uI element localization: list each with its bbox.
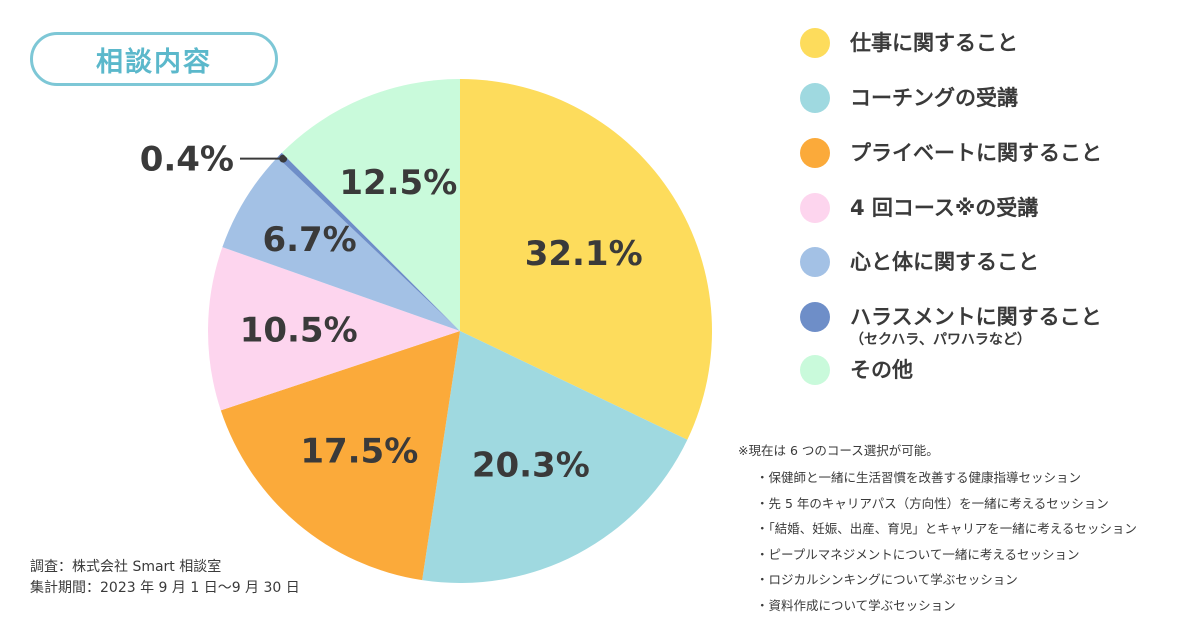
note-heading: ※現在は 6 つのコース選択が可能。 [738,443,939,458]
legend-item: 仕事に関すること [800,26,1018,60]
legend-swatch [800,193,830,223]
legend-swatch [800,28,830,58]
legend-swatch [800,83,830,113]
page-title: 相談内容 [30,32,278,86]
legend-item: 4 回コース※の受講 [800,191,1038,225]
pie-slice [281,79,460,331]
pie-slice [222,157,460,331]
legend-label: プライベートに関すること [850,141,1102,165]
slice-label: 17.5% [300,431,418,471]
note-item: 資料作成について学ぶセッション [738,593,1193,619]
slice-label: 32.1% [525,234,643,274]
slice-label: 0.4% [140,140,234,180]
course-note: ※現在は 6 つのコース選択が可能。 保健師と一緒に生活習慣を改善する健康指導セ… [738,442,1193,618]
legend-sublabel: （セクハラ、パワハラなど） [850,332,1031,348]
note-item: 保健師と一緒に生活習慣を改善する健康指導セッション [738,465,1193,491]
legend-item: コーチングの受講 [800,81,1018,115]
legend-item: ハラスメントに関すること （セクハラ、パワハラなど） [800,300,1102,348]
slice-label: 10.5% [240,311,358,351]
pie-slice [460,79,713,440]
source-info: 調査：株式会社 Smart 相談室 集計期間：2023 年 9 月 1 日〜9 … [30,557,300,599]
slice-label: 12.5% [339,163,457,203]
slice-label: 20.3% [472,446,590,486]
legend-swatch [800,302,830,332]
pie-slice [277,152,460,331]
note-item: ロジカルシンキングについて学ぶセッション [738,567,1193,593]
survey-source: 調査：株式会社 Smart 相談室 [30,559,222,575]
legend-label: 仕事に関すること [850,31,1018,55]
survey-period: 集計期間：2023 年 9 月 1 日〜9 月 30 日 [30,580,300,596]
note-item: 先 5 年のキャリアパス（方向性）を一緒に考えるセッション [738,491,1193,517]
legend-swatch [800,355,830,385]
legend-label: 4 回コース※の受講 [850,196,1039,220]
legend-label: 心と体に関すること [850,250,1039,274]
legend-item: プライベートに関すること [800,136,1102,170]
pie-slice [220,331,460,581]
legend-label: コーチングの受講 [850,86,1018,110]
legend-item: その他 [800,353,913,387]
legend-swatch [800,247,830,277]
pie-slice [208,247,460,411]
legend-label: ハラスメントに関すること [850,305,1102,329]
pie-slice [422,331,688,584]
legend-item: 心と体に関すること [800,245,1039,279]
legend-swatch [800,138,830,168]
legend-label: その他 [850,358,913,382]
slice-label: 6.7% [262,220,356,260]
note-item: ピープルマネジメントについて一緒に考えるセッション [738,542,1193,568]
leader-dot [279,154,288,163]
note-item: 「結婚、妊娠、出産、育児」とキャリアを一緒に考えるセッション [738,516,1193,542]
